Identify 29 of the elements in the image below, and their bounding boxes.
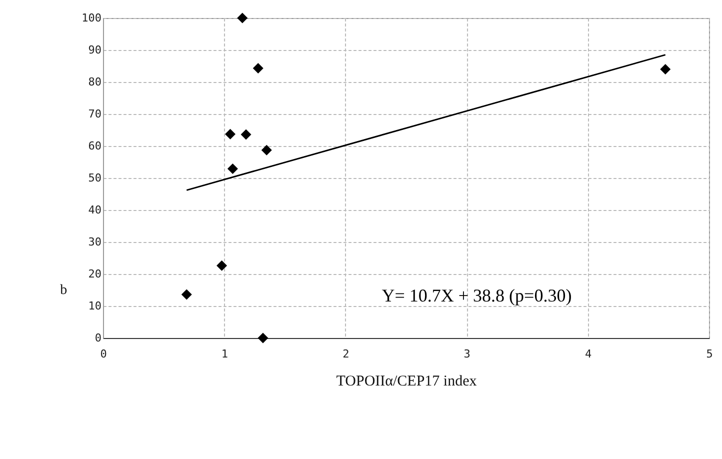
x-tick-label: 1 <box>221 348 228 360</box>
y-tick-label: 90 <box>88 44 102 56</box>
point <box>258 332 268 344</box>
y-tick-label: 30 <box>88 236 102 248</box>
y-tick-label: 0 <box>94 332 102 344</box>
x-tick-label: 5 <box>706 348 713 360</box>
point <box>240 129 252 140</box>
y-tick-label: 80 <box>88 76 102 88</box>
y-tick-label: 100 <box>82 12 102 24</box>
point <box>237 12 248 24</box>
annotation: Y= 10.7X + 38.8 (p=0.30) <box>382 285 572 306</box>
point <box>181 289 192 300</box>
x-tick-label: 4 <box>584 348 592 360</box>
x-tick-label: 3 <box>464 348 470 360</box>
y-tick-label: 70 <box>88 108 102 120</box>
point <box>227 163 238 174</box>
point <box>216 260 228 271</box>
x-axis-title: TOPOIIα/CEP17 index <box>336 374 478 390</box>
point <box>660 64 671 74</box>
x-tick-label: 2 <box>342 348 350 360</box>
point <box>225 128 236 140</box>
y-axis-title: b <box>60 282 68 298</box>
y-tick-label: 20 <box>88 268 102 280</box>
y-tick-label: 60 <box>88 140 102 152</box>
y-tick-label: 10 <box>88 300 102 312</box>
point <box>261 144 272 156</box>
y-tick-label: 50 <box>88 172 102 184</box>
y-tick-label: 40 <box>88 204 102 216</box>
point <box>252 62 264 74</box>
